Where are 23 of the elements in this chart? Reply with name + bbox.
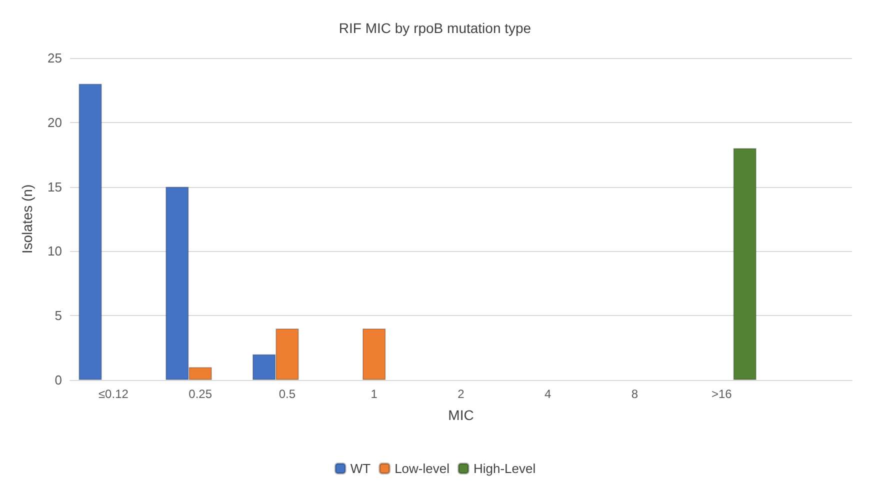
y-tick-label: 0 (54, 372, 62, 388)
x-tick-label: 0.5 (278, 387, 296, 401)
bar (78, 84, 102, 380)
y-tick-label: 25 (48, 50, 62, 66)
legend-label: WT (350, 461, 371, 476)
bar (733, 148, 756, 380)
y-tick-label: 20 (48, 114, 62, 130)
x-tick-label: 4 (544, 387, 552, 401)
x-tick-label: 1 (370, 387, 378, 401)
y-axis-title: Isolates (n) (19, 184, 35, 254)
y-tick-label: 10 (48, 244, 62, 259)
x-tick-label: 8 (631, 387, 638, 401)
bar (362, 328, 386, 380)
x-tick-label: 2 (458, 387, 465, 401)
legend-label: Low-level (394, 461, 450, 476)
chart-title: RIF MIC by rpoB mutation type (338, 20, 532, 36)
x-axis-title: MIC (448, 407, 474, 423)
x-tick-label: 0.25 (188, 387, 212, 401)
y-tick-label: 15 (48, 179, 62, 194)
x-tick-label: >16 (711, 387, 732, 401)
x-tick-label: ≤0.12 (98, 387, 129, 401)
y-tick-label: 5 (54, 308, 62, 324)
legend-label: High-Level (473, 461, 536, 476)
